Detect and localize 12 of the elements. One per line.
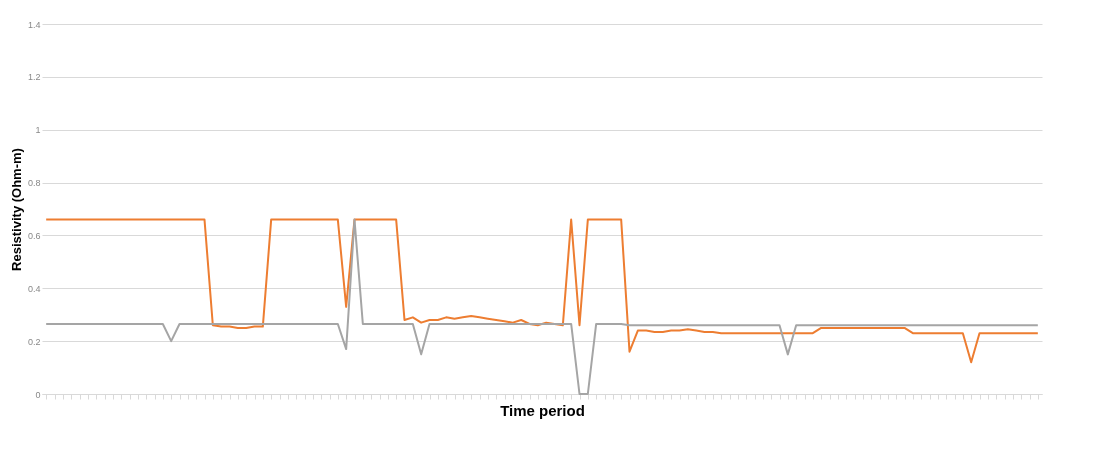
y-axis-title: Resistivity (Ohm-m) bbox=[8, 148, 24, 271]
y-tick-label: 1 bbox=[35, 125, 41, 136]
y-tick-label: 1.2 bbox=[27, 72, 41, 83]
y-tick-label: 0.8 bbox=[27, 178, 41, 189]
y-tick-label: 0.4 bbox=[27, 283, 41, 294]
line-series bbox=[45, 218, 1039, 364]
y-tick-label: 1.4 bbox=[27, 19, 41, 30]
y-tick-label: 0.6 bbox=[27, 230, 41, 241]
x-axis-title: Time period bbox=[500, 402, 585, 419]
y-tick-label: 0.2 bbox=[27, 336, 41, 347]
y-tick-label: 0 bbox=[35, 389, 41, 400]
line-series bbox=[45, 218, 1039, 395]
